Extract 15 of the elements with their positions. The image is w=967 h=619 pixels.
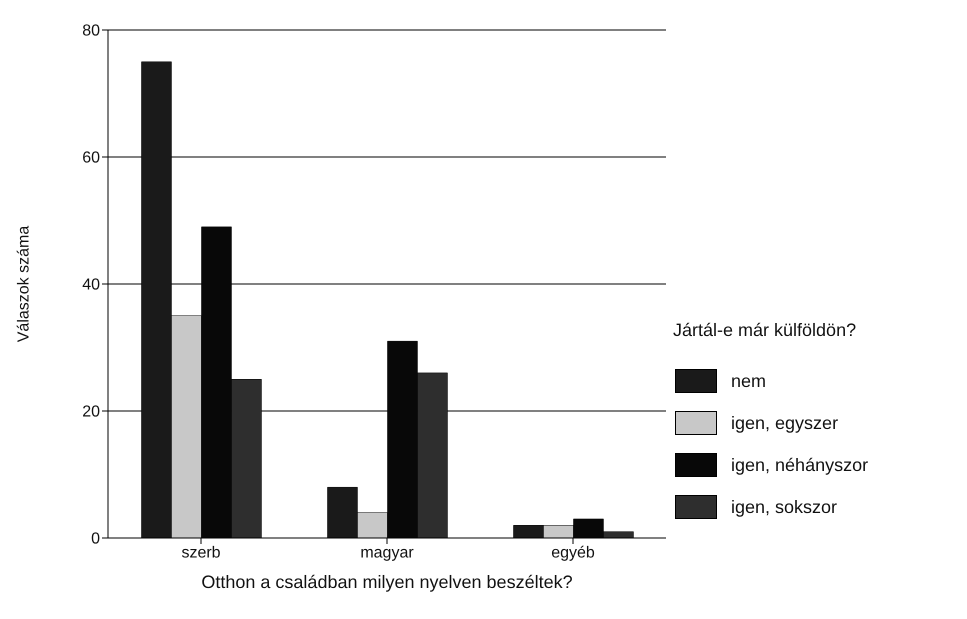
y-tick-label: 80 — [82, 22, 100, 40]
x-axis-title: Otthon a családban milyen nyelven beszéltek? — [201, 572, 573, 592]
legend-label: igen, néhányszor — [731, 454, 868, 476]
legend-label: igen, egyszer — [731, 412, 838, 434]
x-tick-label: szerb — [181, 544, 221, 562]
legend-label: igen, sokszor — [731, 496, 838, 518]
x-tick-label: egyéb — [551, 544, 595, 562]
y-tick-label: 0 — [91, 530, 100, 548]
x-tick-label: magyar — [360, 544, 414, 562]
y-tick-label: 20 — [82, 404, 100, 421]
y-axis-title: Válaszok száma — [16, 226, 33, 342]
legend-label: nem — [731, 370, 766, 392]
legend-title: Jártál-e már külföldön? — [673, 320, 858, 341]
y-tick-label: 40 — [82, 276, 100, 294]
y-tick-label: 60 — [82, 150, 100, 167]
